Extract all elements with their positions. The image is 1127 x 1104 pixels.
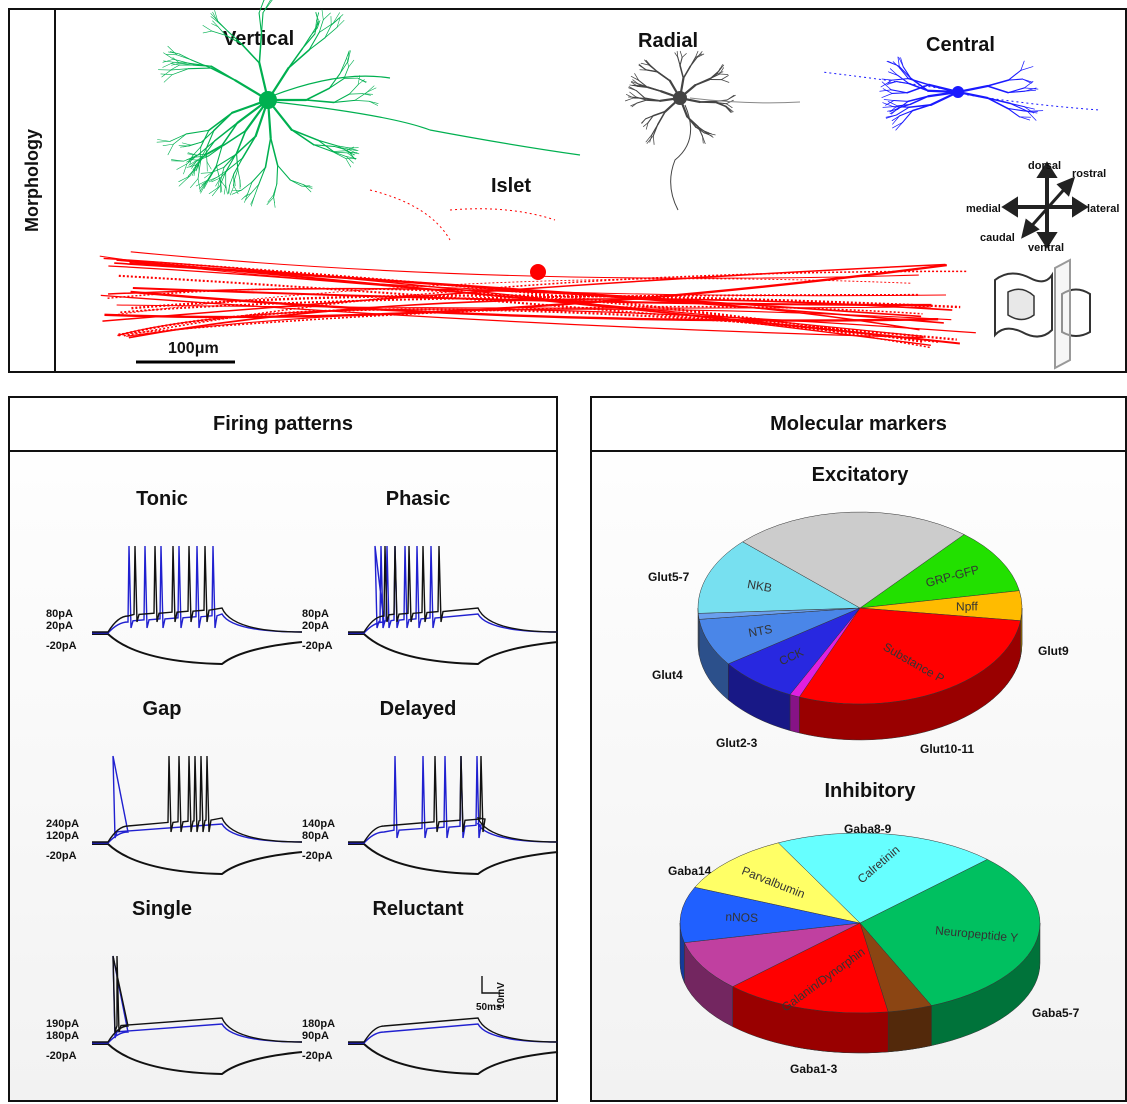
radial-neuron-drawing — [625, 51, 800, 210]
vertical-neuron-drawing — [157, 0, 580, 207]
spinal-cord-section-icon — [995, 260, 1090, 368]
morphology-panel: Morphology Vertical Radial Central Islet — [8, 8, 1127, 373]
voltage-trace — [92, 756, 302, 874]
voltage-trace — [348, 756, 558, 874]
pie-slice-label: Npff — [956, 599, 979, 613]
voltage-trace — [348, 546, 558, 664]
compass-rostral-label: rostral — [1072, 168, 1106, 180]
compass-medial-label: medial — [966, 203, 1001, 215]
compass-caudal-label: caudal — [980, 232, 1015, 244]
neuron-morphology-drawing — [10, 10, 1127, 375]
scale-bar-label: 100μm — [168, 340, 219, 358]
firing-traces — [10, 398, 560, 1104]
voltage-trace — [92, 546, 302, 664]
voltage-trace — [92, 956, 302, 1074]
voltage-trace — [348, 1018, 558, 1074]
compass-lateral-label: lateral — [1087, 203, 1119, 215]
compass-dorsal-label: dorsal — [1028, 160, 1061, 172]
islet-neuron-drawing — [100, 190, 976, 348]
compass-ventral-label: ventral — [1028, 242, 1064, 254]
pie-slice-side — [888, 1006, 931, 1052]
pie-slice-side — [790, 695, 799, 733]
pie-slice-label: nNOS — [725, 910, 758, 926]
central-neuron-drawing — [822, 57, 1100, 130]
time-scale-label: 50ms — [476, 1002, 502, 1013]
molecular-markers-panel: Molecular markers Excitatory Inhibitory … — [590, 396, 1127, 1102]
